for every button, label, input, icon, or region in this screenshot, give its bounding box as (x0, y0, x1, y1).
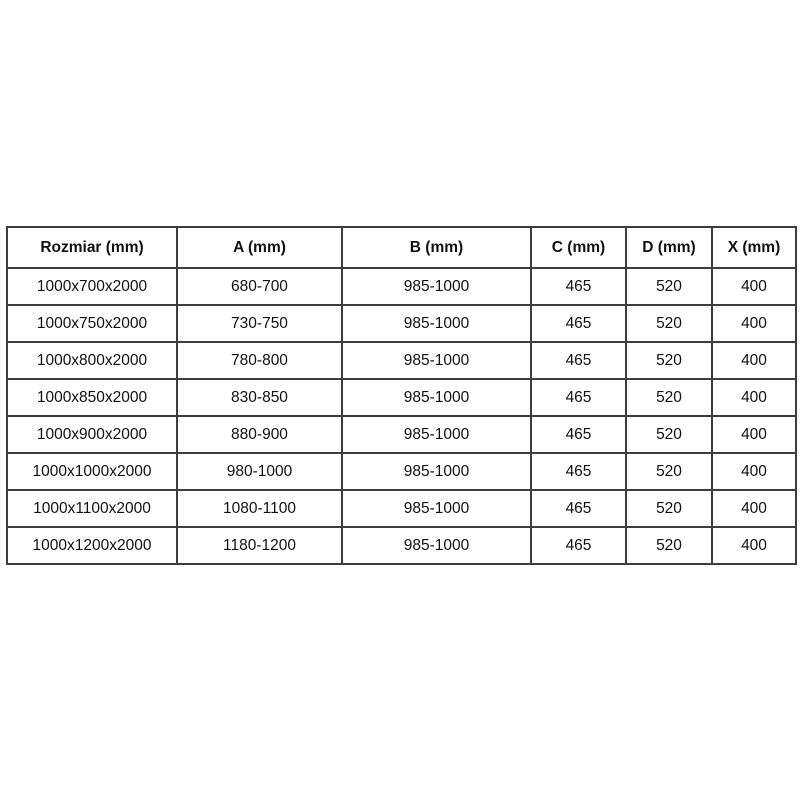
table-cell: 400 (711, 452, 797, 491)
column-header-1: A (mm) (176, 226, 343, 269)
table-cell: 985-1000 (341, 452, 532, 491)
table-cell: 465 (530, 452, 627, 491)
table-cell: 1000x1000x2000 (6, 452, 178, 491)
table-row: 1000x800x2000 780-800 985-1000 465 520 400 (6, 341, 797, 380)
table-cell: 985-1000 (341, 341, 532, 380)
table-cell: 1080-1100 (176, 489, 343, 528)
table-cell: 465 (530, 415, 627, 454)
table-cell: 985-1000 (341, 526, 532, 565)
table-cell: 1000x700x2000 (6, 267, 178, 306)
table-row: 1000x750x2000 730-750 985-1000 465 520 400 (6, 304, 797, 343)
column-header-5: X (mm) (711, 226, 797, 269)
table-cell: 830-850 (176, 378, 343, 417)
column-header-4: D (mm) (625, 226, 713, 269)
header-row: Rozmiar (mm) A (mm) B (mm) C (mm) D (mm) X (m… (6, 226, 797, 269)
table-cell: 985-1000 (341, 267, 532, 306)
table-cell: 1000x1200x2000 (6, 526, 178, 565)
table-cell: 985-1000 (341, 415, 532, 454)
table-cell: 400 (711, 415, 797, 454)
dimension-spec-table-container: Rozmiar (mm) A (mm) B (mm) C (mm) D (mm) X (m… (6, 226, 797, 565)
table-cell: 780-800 (176, 341, 343, 380)
table-body: 1000x700x2000 680-700 985-1000 465 520 400 100… (6, 267, 797, 565)
column-header-2: B (mm) (341, 226, 532, 269)
table-row: 1000x1200x2000 1180-1200 985-1000 465 520 400 (6, 526, 797, 565)
dimension-spec-table: Rozmiar (mm) A (mm) B (mm) C (mm) D (mm) X (m… (6, 226, 797, 565)
table-cell: 520 (625, 378, 713, 417)
table-cell: 520 (625, 267, 713, 306)
table-cell: 980-1000 (176, 452, 343, 491)
table-cell: 400 (711, 526, 797, 565)
table-cell: 520 (625, 526, 713, 565)
table-cell: 1000x1100x2000 (6, 489, 178, 528)
table-row: 1000x850x2000 830-850 985-1000 465 520 400 (6, 378, 797, 417)
column-header-0: Rozmiar (mm) (6, 226, 178, 269)
table-cell: 465 (530, 489, 627, 528)
table-row: 1000x700x2000 680-700 985-1000 465 520 400 (6, 267, 797, 306)
table-cell: 520 (625, 452, 713, 491)
table-cell: 1000x800x2000 (6, 341, 178, 380)
table-cell: 465 (530, 304, 627, 343)
table-cell: 520 (625, 415, 713, 454)
table-cell: 1000x750x2000 (6, 304, 178, 343)
table-row: 1000x900x2000 880-900 985-1000 465 520 400 (6, 415, 797, 454)
table-cell: 1000x900x2000 (6, 415, 178, 454)
table-cell: 985-1000 (341, 489, 532, 528)
table-cell: 520 (625, 489, 713, 528)
table-cell: 985-1000 (341, 304, 532, 343)
table-cell: 1000x850x2000 (6, 378, 178, 417)
table-cell: 400 (711, 489, 797, 528)
table-row: 1000x1100x2000 1080-1100 985-1000 465 520 400 (6, 489, 797, 528)
table-row: 1000x1000x2000 980-1000 985-1000 465 520 400 (6, 452, 797, 491)
table-cell: 465 (530, 267, 627, 306)
table-cell: 520 (625, 304, 713, 343)
table-head: Rozmiar (mm) A (mm) B (mm) C (mm) D (mm) X (m… (6, 226, 797, 269)
table-cell: 465 (530, 341, 627, 380)
table-cell: 680-700 (176, 267, 343, 306)
table-cell: 520 (625, 341, 713, 380)
table-cell: 400 (711, 267, 797, 306)
table-cell: 730-750 (176, 304, 343, 343)
table-cell: 400 (711, 378, 797, 417)
table-cell: 1180-1200 (176, 526, 343, 565)
table-cell: 985-1000 (341, 378, 532, 417)
table-cell: 465 (530, 378, 627, 417)
table-cell: 400 (711, 341, 797, 380)
table-cell: 400 (711, 304, 797, 343)
table-cell: 880-900 (176, 415, 343, 454)
table-cell: 465 (530, 526, 627, 565)
column-header-3: C (mm) (530, 226, 627, 269)
